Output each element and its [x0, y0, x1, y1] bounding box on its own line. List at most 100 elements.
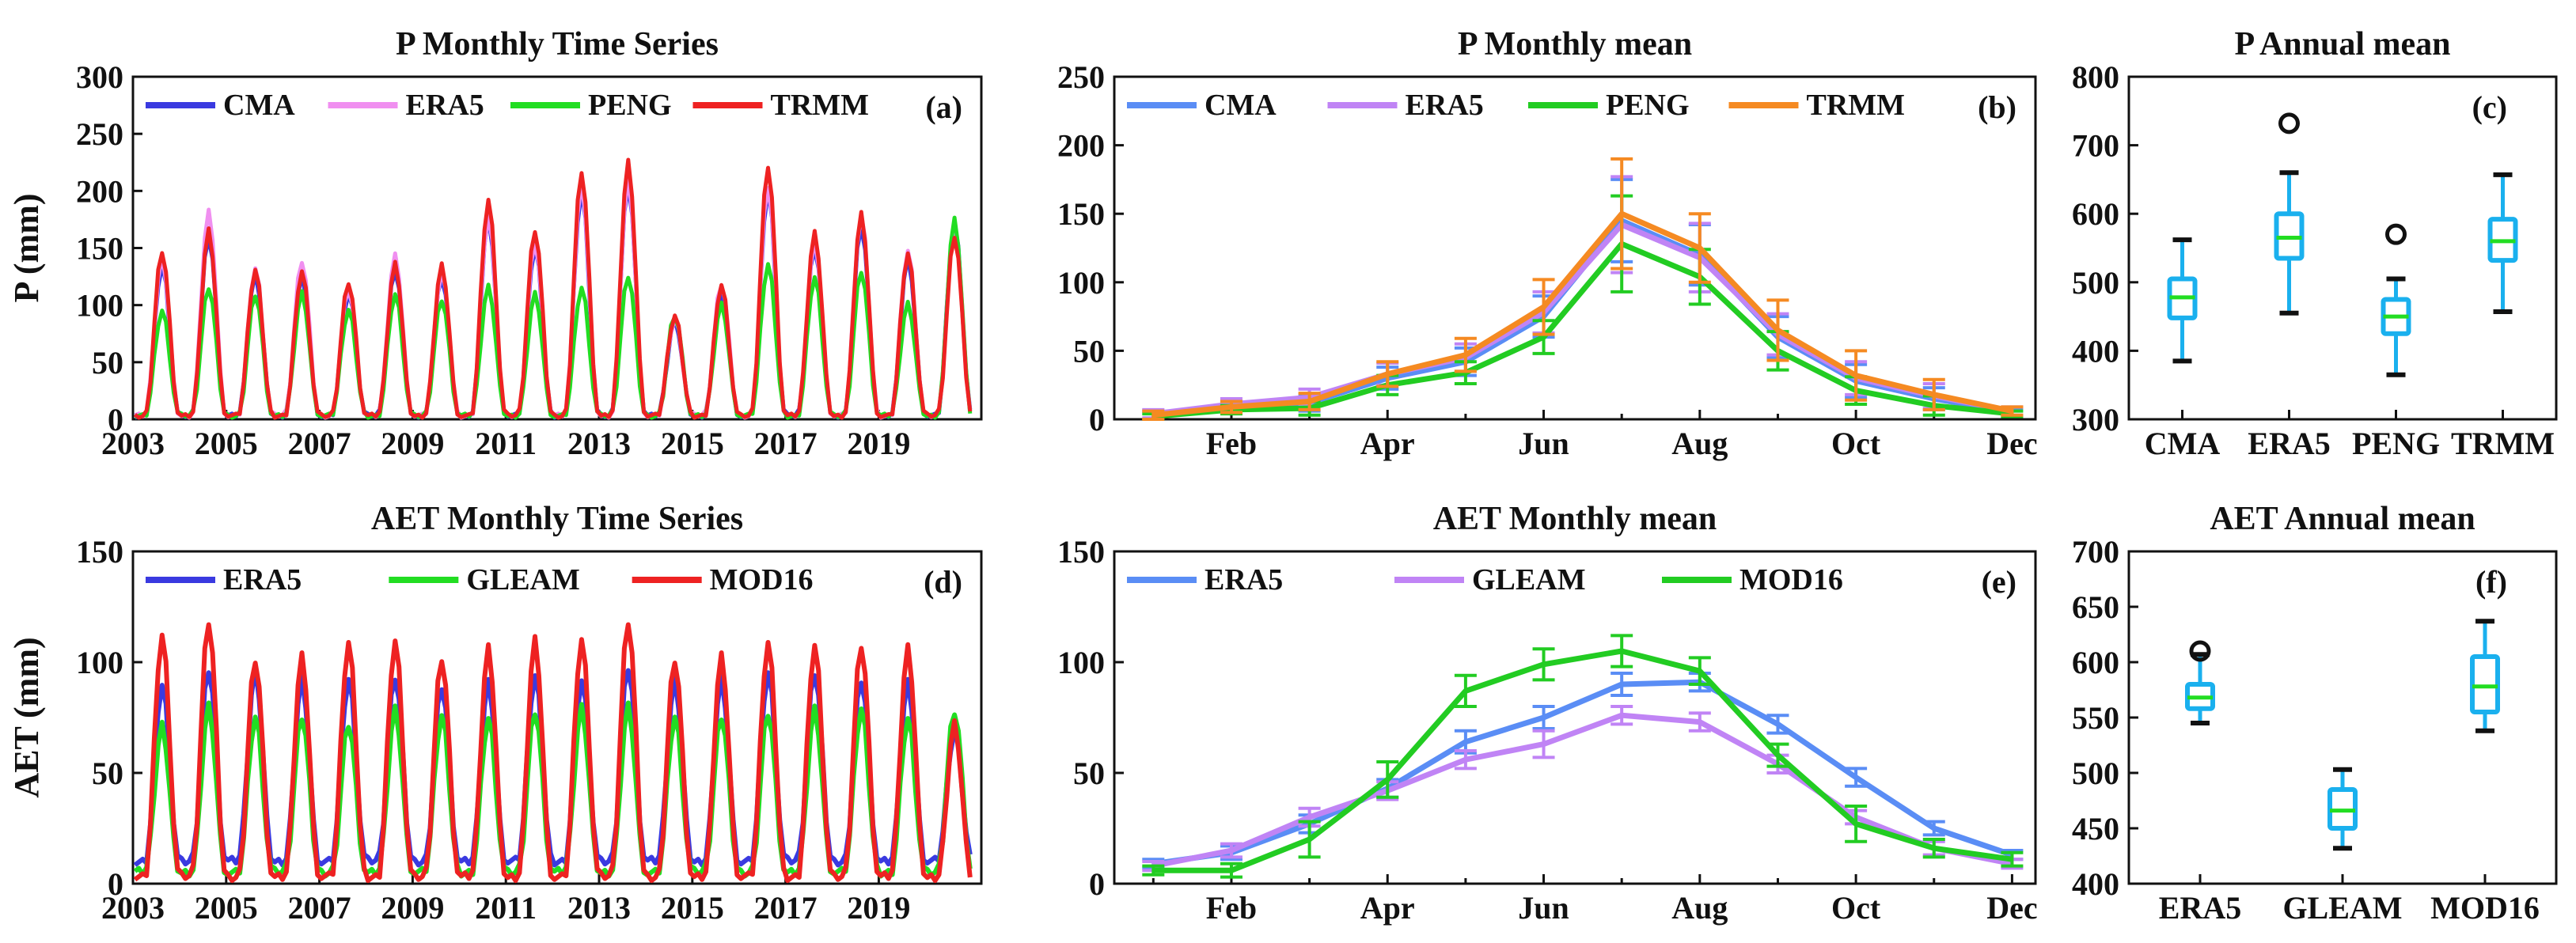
x-tick-label: Oct	[1831, 890, 1881, 926]
panel-f: AET Annual mean 400 450 500 550 600 650 700 ERA5…	[2072, 501, 2558, 926]
x-tick-label: Oct	[1831, 426, 1881, 461]
y-axis-label: AET (mm)	[7, 637, 46, 797]
x-tick-label: 2007	[288, 890, 351, 926]
y-tick-label: 50	[1073, 756, 1105, 791]
series-line-trmm	[1152, 210, 2013, 418]
series-line-gleam	[1152, 712, 2013, 869]
legend-label-era5: ERA5	[1406, 89, 1484, 122]
panel-b: P Monthly mean 0 50 100 150 200 250 Feb Apr Jun Au…	[1057, 26, 2038, 461]
x-tick-label: ERA5	[2248, 426, 2330, 461]
y-tick-label: 450	[2072, 811, 2119, 846]
y-tick-label: 400	[2072, 866, 2119, 902]
y-tick-label: 650	[2072, 589, 2119, 625]
panel-label: (e)	[1982, 564, 2016, 600]
plot-frame	[131, 550, 983, 885]
legend-label-era5: ERA5	[406, 89, 484, 122]
chart-title: AET Monthly Time Series	[371, 501, 743, 537]
x-tick-label: PENG	[2352, 426, 2440, 461]
outlier-peng	[2385, 223, 2407, 245]
y-tick-label: 550	[2072, 700, 2119, 736]
y-tick-label: 0	[1089, 866, 1105, 902]
y-tick-label: 600	[2072, 196, 2119, 232]
legend-label-trmm: TRMM	[771, 89, 870, 122]
panel-label: (c)	[2472, 89, 2507, 125]
legend-label-peng: PENG	[588, 89, 672, 122]
legend-label-peng: PENG	[1606, 89, 1690, 122]
x-tick-label: 2009	[381, 890, 444, 926]
chart-title: P Monthly Time Series	[396, 26, 719, 62]
x-tick-label: TRMM	[2451, 426, 2555, 461]
panel-a: P Monthly Time Series 0 50 100 150 200 250 300 P…	[7, 26, 983, 461]
x-tick-label: Jun	[1518, 426, 1569, 461]
x-tick-label: 2003	[101, 890, 165, 926]
x-tick-label: 2003	[101, 426, 165, 461]
y-tick-label: 50	[92, 345, 123, 381]
x-tick-label: Aug	[1671, 426, 1728, 461]
legend-label-gleam: GLEAM	[1472, 563, 1586, 596]
y-tick-label: 800	[2072, 59, 2119, 95]
x-tick-label: 2015	[661, 426, 724, 461]
panel-d: AET Monthly Time Series 0 50 100 150 AET (mm)…	[7, 501, 983, 926]
legend-label-gleam: GLEAM	[466, 563, 580, 596]
x-tick-label: Aug	[1671, 890, 1728, 926]
x-tick-label: Apr	[1360, 890, 1415, 926]
y-tick-label: 0	[108, 866, 123, 902]
series-line-mod16	[133, 622, 973, 884]
y-tick-label: 0	[1089, 402, 1105, 437]
x-tick-label: Apr	[1360, 426, 1415, 461]
y-tick-label: 300	[2072, 402, 2119, 437]
x-tick-label: 2007	[288, 426, 351, 461]
chart-title: P Monthly mean	[1458, 26, 1692, 62]
y-axis-label: P (mm)	[7, 193, 46, 302]
x-tick-label: 2011	[475, 426, 537, 461]
y-tick-label: 200	[1057, 128, 1105, 164]
y-tick-label: 50	[1073, 333, 1105, 369]
x-tick-label: 2019	[847, 426, 910, 461]
x-tick-label: 2019	[847, 890, 910, 926]
legend-label-era5: ERA5	[223, 563, 302, 596]
y-tick-label: 100	[1057, 645, 1105, 680]
y-tick-label: 300	[76, 59, 123, 95]
chart-title: AET Monthly mean	[1433, 501, 1717, 537]
panel-e: AET Monthly mean 0 50 100 150 Feb Apr Jun Aug Oct…	[1057, 501, 2038, 926]
y-tick-label: 500	[2072, 265, 2119, 301]
x-tick-label: Dec	[1986, 426, 2037, 461]
series-line-peng	[1152, 240, 2013, 419]
y-tick-label: 250	[76, 116, 123, 152]
legend-label-cma: CMA	[1205, 89, 1277, 122]
chart-title: P Annual mean	[2234, 26, 2450, 62]
x-tick-label: 2009	[381, 426, 444, 461]
x-tick-label: 2005	[195, 426, 258, 461]
y-tick-label: 100	[1057, 265, 1105, 301]
x-tick-label: Feb	[1206, 890, 1257, 926]
panel-label: (d)	[924, 564, 962, 600]
y-tick-label: 50	[92, 756, 123, 791]
y-tick-label: 600	[2072, 645, 2119, 680]
plot-frame	[131, 75, 983, 421]
x-tick-label: Jun	[1518, 890, 1569, 926]
panel-c: P Annual mean 300 400 500 600 700 800 CMA ERA5 PE…	[2072, 26, 2558, 461]
legend-label-mod16: MOD16	[1739, 563, 1843, 596]
plot-frame	[2127, 75, 2558, 421]
y-tick-label: 150	[76, 231, 123, 267]
y-tick-label: 150	[1057, 534, 1105, 570]
x-tick-label: 2005	[195, 890, 258, 926]
y-tick-label: 700	[2072, 128, 2119, 164]
x-tick-label: GLEAM	[2282, 890, 2402, 926]
x-tick-label: MOD16	[2430, 890, 2540, 926]
series-line-mod16	[1153, 648, 2013, 873]
x-tick-label: 2017	[754, 426, 818, 461]
series-line-era5	[1152, 679, 2013, 867]
legend-label-era5: ERA5	[1205, 563, 1283, 596]
y-tick-label: 200	[76, 173, 123, 209]
x-tick-label: ERA5	[2159, 890, 2241, 926]
y-tick-label: 150	[1057, 196, 1105, 232]
y-tick-label: 100	[76, 645, 123, 680]
plot-frame	[1113, 75, 2037, 421]
y-tick-label: 150	[76, 534, 123, 570]
x-tick-label: Dec	[1986, 890, 2037, 926]
x-tick-label: 2013	[567, 890, 631, 926]
x-tick-label: 2013	[567, 426, 631, 461]
panel-label: (b)	[1978, 89, 2016, 125]
box-mod16	[2470, 654, 2500, 714]
